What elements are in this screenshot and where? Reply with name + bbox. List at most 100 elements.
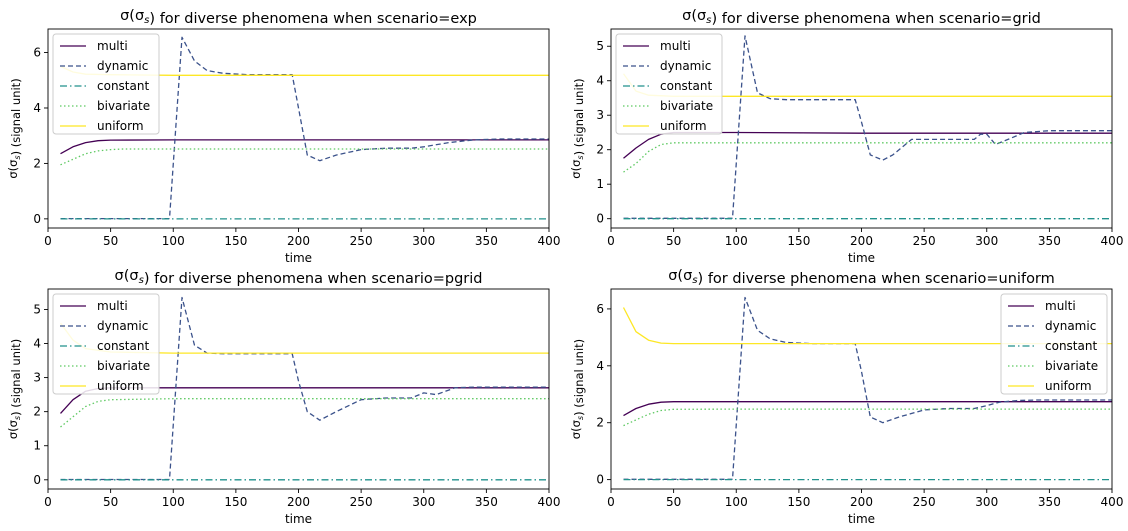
x-tick-label: 350: [475, 234, 498, 248]
x-tick-label: 300: [412, 234, 435, 248]
legend-label-bivariate: bivariate: [97, 99, 150, 113]
x-axis-label: time: [285, 251, 312, 265]
x-tick-label: 50: [103, 495, 118, 509]
legend-box: [52, 33, 160, 135]
legend-label-uniform: uniform: [97, 379, 144, 393]
x-tick-label: 250: [913, 234, 936, 248]
legend: multi dynamic constant bivariate uniform: [52, 33, 160, 135]
legend-label-constant: constant: [97, 339, 149, 353]
chart-title: σ(σs) for diverse phenomena when scenari…: [668, 268, 1055, 287]
x-tick-label: 100: [162, 234, 185, 248]
y-axis-label: σ(σs) (signal unit): [569, 339, 586, 439]
legend-box: [615, 33, 723, 135]
x-axis-label: time: [848, 251, 875, 265]
x-tick-label: 100: [725, 495, 748, 509]
series-group: [622, 296, 1112, 481]
y-tick-label: 6: [33, 46, 41, 60]
legend-label-dynamic: dynamic: [97, 319, 148, 333]
legend-box: [1000, 293, 1108, 395]
y-tick-label: 1: [33, 439, 41, 453]
x-tick-label: 200: [850, 234, 873, 248]
legend: multi dynamic constant bivariate uniform: [1000, 293, 1108, 395]
y-axis-label: σ(σs) (signal unit): [6, 339, 23, 439]
y-tick-label: 3: [33, 371, 41, 385]
series-line-multi: [623, 401, 1112, 417]
x-tick-label: 400: [538, 234, 561, 248]
y-axis-label: σ(σs) (signal unit): [6, 78, 23, 178]
y-tick-label: 2: [596, 143, 604, 157]
x-axis-label: time: [848, 512, 875, 526]
y-tick-label: 4: [596, 359, 604, 373]
chart-title: σ(σs) for diverse phenomena when scenari…: [115, 268, 483, 287]
legend-label-dynamic: dynamic: [1045, 319, 1096, 333]
series-line-bivariate: [623, 408, 1112, 427]
x-tick-label: 400: [1101, 495, 1124, 509]
legend-label-uniform: uniform: [660, 119, 707, 133]
chart-panel-1: σ(σs) for diverse phenomena when scenari…: [6, 8, 560, 265]
y-axis-label: σ(σs) (signal unit): [569, 78, 586, 178]
y-tick-label: 1: [596, 177, 604, 191]
x-tick-label: 150: [224, 495, 247, 509]
y-tick-label: 6: [596, 302, 604, 316]
legend-label-multi: multi: [1045, 299, 1076, 313]
y-tick-label: 2: [33, 156, 41, 170]
legend-label-bivariate: bivariate: [660, 99, 713, 113]
legend: multi dynamic constant bivariate uniform: [52, 293, 160, 395]
legend-label-multi: multi: [97, 299, 128, 313]
series-line-multi: [60, 139, 549, 155]
x-tick-label: 150: [787, 234, 810, 248]
series-line-uniform: [622, 307, 1112, 345]
series-line-dynamic: [60, 36, 549, 220]
y-tick-label: 0: [33, 212, 41, 226]
y-tick-label: 4: [33, 337, 41, 351]
x-tick-label: 300: [412, 495, 435, 509]
chart-title: σ(σs) for diverse phenomena when scenari…: [682, 8, 1041, 27]
x-tick-label: 200: [287, 495, 310, 509]
x-tick-label: 350: [1038, 234, 1061, 248]
legend: multi dynamic constant bivariate uniform: [615, 33, 723, 135]
y-tick-label: 4: [596, 74, 604, 88]
x-tick-label: 350: [475, 495, 498, 509]
series-line-dynamic: [60, 296, 549, 481]
legend-label-dynamic: dynamic: [97, 59, 148, 73]
legend-label-constant: constant: [97, 79, 149, 93]
x-tick-label: 350: [1038, 495, 1061, 509]
x-tick-label: 400: [538, 495, 561, 509]
x-tick-label: 0: [44, 495, 52, 509]
y-tick-label: 4: [33, 101, 41, 115]
legend-label-bivariate: bivariate: [1045, 359, 1098, 373]
x-tick-label: 100: [725, 234, 748, 248]
legend-label-uniform: uniform: [1045, 379, 1092, 393]
chart-panel-2: σ(σs) for diverse phenomena when scenari…: [569, 8, 1123, 265]
x-tick-label: 300: [975, 234, 998, 248]
legend-label-dynamic: dynamic: [660, 59, 711, 73]
y-tick-label: 5: [33, 302, 41, 316]
x-tick-label: 250: [350, 495, 373, 509]
x-tick-label: 150: [224, 234, 247, 248]
x-tick-label: 0: [44, 234, 52, 248]
y-tick-label: 0: [33, 473, 41, 487]
legend-label-multi: multi: [97, 39, 128, 53]
x-tick-label: 150: [787, 495, 810, 509]
x-tick-label: 50: [666, 495, 681, 509]
x-tick-label: 250: [913, 495, 936, 509]
y-tick-label: 2: [33, 405, 41, 419]
chart-panel-4: σ(σs) for diverse phenomena when scenari…: [569, 268, 1123, 526]
legend-box: [52, 293, 160, 395]
x-tick-label: 0: [607, 495, 615, 509]
chart-title: σ(σs) for diverse phenomena when scenari…: [120, 8, 477, 27]
x-tick-label: 300: [975, 495, 998, 509]
x-tick-label: 400: [1101, 234, 1124, 248]
series-line-bivariate: [60, 148, 549, 166]
x-tick-label: 100: [162, 495, 185, 509]
x-tick-label: 50: [666, 234, 681, 248]
x-axis-label: time: [285, 512, 312, 526]
chart-panel-3: σ(σs) for diverse phenomena when scenari…: [6, 268, 560, 526]
x-tick-label: 200: [287, 234, 310, 248]
x-tick-label: 0: [607, 234, 615, 248]
legend-label-constant: constant: [660, 79, 712, 93]
legend-label-bivariate: bivariate: [97, 359, 150, 373]
x-tick-label: 250: [350, 234, 373, 248]
legend-label-uniform: uniform: [97, 119, 144, 133]
